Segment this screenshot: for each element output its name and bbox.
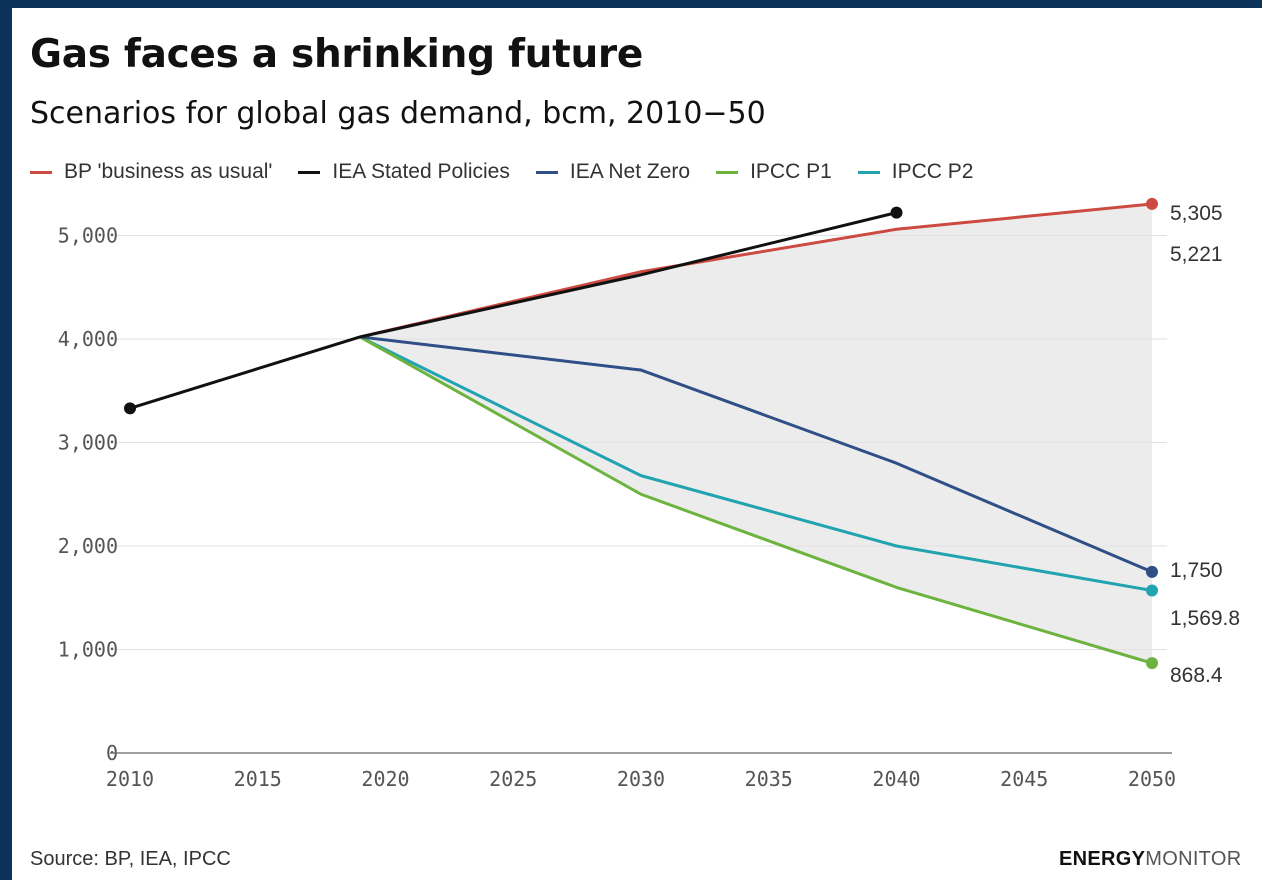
legend-label: IEA Stated Policies [332,160,510,183]
series-end-label: 868.4 [1170,664,1223,687]
source-note: Source: BP, IEA, IPCC [30,848,231,870]
legend-item: IEA Stated Policies [298,160,510,184]
x-tick-label: 2035 [745,767,793,791]
series-line [359,335,1153,574]
chart-title: Gas faces a shrinking future [30,32,643,77]
series-end-label: 5,221 [1170,243,1223,266]
y-tick-label: 4,000 [58,327,118,351]
y-tick-label: 3,000 [58,431,118,455]
y-tick-label: 2,000 [58,534,118,558]
chart-legend: BP 'business as usual' IEA Stated Policie… [30,160,999,184]
scenario-range-shade [359,203,1152,664]
legend-label: IEA Net Zero [569,160,691,183]
series-line [359,335,1153,593]
brand-logo-part1: ENERGY [1059,848,1146,870]
series-start-point [124,402,136,415]
legend-item: BP 'business as usual' [30,160,272,184]
series-line [359,202,1153,339]
series-line [129,211,897,410]
legend-swatch [535,170,558,174]
brand-logo: ENERGYMONITOR [1059,848,1241,871]
y-tick-label: 1,000 [58,638,118,662]
series-line [359,335,1153,665]
series-end-label: 5,305 [1170,202,1223,225]
legend-label: IPCC P1 [750,160,832,183]
legend-swatch [30,170,52,174]
series-end-point [1146,584,1158,597]
legend-label: IPCC P2 [891,160,974,183]
series-end-label: 1,569.8 [1170,607,1240,630]
series-end-label: 1,750 [1170,559,1223,582]
y-tick-label: 5,000 [58,224,118,248]
x-tick-label: 2025 [489,767,537,791]
series-end-point [1146,565,1158,578]
chart-card: Gas faces a shrinking future Scenarios f… [12,8,1262,880]
legend-swatch [716,170,739,174]
x-tick-label: 2015 [234,767,282,791]
series-end-point [1146,197,1158,210]
series-end-point [890,206,903,219]
legend-swatch [857,170,880,174]
chart-subtitle: Scenarios for global gas demand, bcm, 20… [30,96,766,131]
legend-swatch [298,170,321,174]
x-tick-label: 2020 [361,767,409,791]
legend-item: IPCC P2 [857,160,974,184]
series-end-point [1146,657,1158,670]
legend-label: BP 'business as usual' [64,160,273,183]
legend-item: IEA Net Zero [535,160,691,184]
x-tick-label: 2040 [872,767,920,791]
brand-logo-part2: MONITOR [1145,848,1242,870]
x-tick-label: 2010 [106,767,154,791]
x-tick-label: 2050 [1128,767,1176,791]
x-tick-label: 2045 [1000,767,1048,791]
legend-item: IPCC P1 [716,160,832,184]
x-tick-label: 2030 [617,767,665,791]
